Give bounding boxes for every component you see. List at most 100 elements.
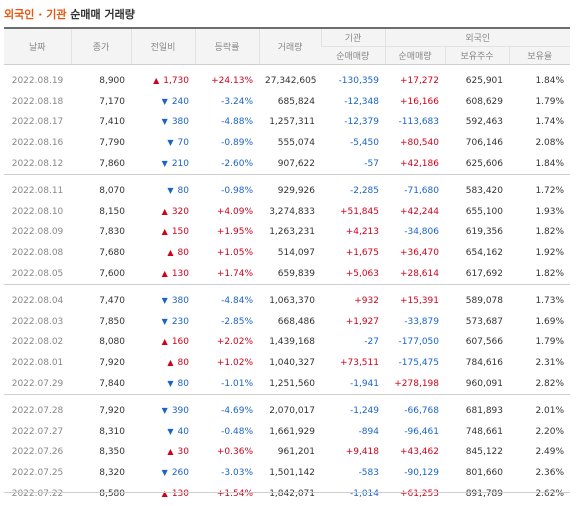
hold-ratio-cell: 2.20% (535, 426, 565, 437)
change-cell: ▲ 320 (131, 202, 195, 223)
change-value: 30 (177, 447, 189, 458)
close-cell: 7,790 (99, 138, 125, 149)
volume-cell: 1,501,142 (269, 467, 315, 478)
date-cell: 2022.08.04 (11, 296, 64, 307)
volume-cell: 1,263,231 (269, 227, 315, 238)
date-cell: 2022.07.29 (11, 378, 64, 389)
change-value: 130 (171, 488, 189, 499)
foreign-net-cell: +80,540 (399, 138, 439, 149)
inst-net-cell: -57 (364, 158, 379, 169)
foreign-net-cell: +17,272 (399, 76, 439, 87)
holdings-cell: 592,463 (465, 117, 503, 128)
triangle-up-icon: ▲ (161, 206, 168, 216)
change-value: 230 (171, 316, 189, 327)
separator-cell (4, 283, 571, 291)
hold-ratio-cell: 1.93% (535, 206, 565, 217)
hold-ratio-cell: 1.79% (535, 96, 565, 107)
rate-cell: -0.48% (221, 426, 253, 437)
header-foreigner: 외국인 (384, 27, 571, 47)
hold-ratio-cell: 2.62% (535, 488, 565, 499)
foreign-net-cell: -96,461 (404, 426, 439, 437)
change-value: 80 (177, 358, 189, 369)
table-row: 2022.08.02 8,080 ▲ 160 +2.02% 1,439,168 -27 -17… (4, 332, 570, 353)
inst-net-cell: -27 (364, 337, 379, 348)
triangle-down-icon: ▼ (167, 186, 174, 196)
holdings-cell: 625,901 (465, 76, 503, 87)
change-value: 40 (177, 426, 189, 437)
inst-net-cell: +73,511 (339, 358, 379, 369)
table-row: 2022.08.19 8,900 ▲ 1,730 +24.13% 27,342,605 -1… (4, 71, 570, 92)
rate-cell: -0.89% (221, 138, 253, 149)
hold-ratio-cell: 2.36% (535, 467, 565, 478)
change-value: 240 (171, 96, 189, 107)
close-cell: 7,600 (99, 268, 125, 279)
hold-ratio-cell: 1.74% (535, 117, 565, 128)
volume-cell: 668,486 (277, 316, 315, 327)
header-holdings: 보유주수 (444, 46, 509, 65)
holdings-cell: 960,091 (465, 378, 503, 389)
inst-net-cell: +4,213 (345, 227, 379, 238)
inst-net-cell: -583 (358, 467, 379, 478)
date-cell: 2022.08.03 (11, 316, 64, 327)
volume-cell: 27,342,605 (265, 76, 317, 87)
inst-net-cell: -5,450 (349, 138, 379, 149)
holdings-cell: 583,420 (465, 186, 503, 197)
header-inst-net: 순매매량 (321, 46, 385, 65)
holdings-cell: 801,660 (465, 467, 503, 478)
close-cell: 8,320 (99, 467, 125, 478)
volume-cell: 1,063,370 (269, 296, 315, 307)
triangle-up-icon: ▲ (161, 337, 168, 347)
inst-net-cell: -894 (358, 426, 379, 437)
volume-cell: 2,070,017 (269, 406, 315, 417)
separator-cell (4, 64, 571, 71)
hold-ratio-cell: 1.84% (535, 158, 565, 169)
group-separator (4, 174, 571, 181)
holdings-cell: 654,162 (465, 248, 503, 259)
header-foreign-net: 순매매량 (384, 46, 445, 65)
foreign-net-cell: +15,391 (399, 296, 439, 307)
change-value: 320 (171, 206, 189, 217)
volume-cell: 1,661,929 (269, 426, 315, 437)
date-cell: 2022.08.12 (11, 158, 64, 169)
holdings-cell: 681,893 (465, 406, 503, 417)
rate-cell: +1.02% (216, 358, 253, 369)
volume-cell: 1,040,327 (269, 358, 315, 369)
date-cell: 2022.08.08 (11, 248, 64, 259)
table-row: 2022.08.11 8,070 ▼ 80 -0.98% 929,926 -2,285 -71… (4, 181, 570, 202)
foreign-net-cell: +278,198 (394, 378, 439, 389)
change-cell: ▼ 390 (131, 401, 195, 422)
holdings-cell: 607,566 (465, 337, 503, 348)
table-row: 2022.07.27 8,310 ▼ 40 -0.48% 1,661,929 -894 -96… (4, 422, 570, 443)
date-cell: 2022.07.22 (11, 488, 64, 499)
date-cell: 2022.08.10 (11, 206, 64, 217)
rate-cell: +2.02% (216, 337, 253, 348)
change-cell: ▲ 160 (131, 332, 195, 353)
change-value: 380 (171, 296, 189, 307)
table-bottom-border (4, 492, 570, 493)
date-cell: 2022.08.02 (11, 337, 64, 348)
date-cell: 2022.08.18 (11, 96, 64, 107)
inst-net-cell: -2,285 (349, 186, 379, 197)
change-value: 260 (171, 467, 189, 478)
foreign-net-cell: +36,470 (399, 248, 439, 259)
change-cell: ▲ 130 (131, 263, 195, 284)
change-cell: ▼ 40 (131, 422, 195, 443)
rate-cell: -3.03% (221, 467, 253, 478)
volume-cell: 3,274,833 (269, 206, 315, 217)
table-row: 2022.07.25 8,320 ▼ 260 -3.03% 1,501,142 -583 -9… (4, 463, 570, 484)
hold-ratio-cell: 2.82% (535, 378, 565, 389)
change-value: 210 (171, 158, 189, 169)
triangle-up-icon: ▲ (161, 488, 168, 498)
change-value: 150 (171, 227, 189, 238)
triangle-up-icon: ▲ (167, 447, 174, 457)
inst-net-cell: +5,063 (345, 268, 379, 279)
triangle-down-icon: ▼ (161, 467, 168, 477)
triangle-up-icon: ▲ (161, 268, 168, 278)
hold-ratio-cell: 2.49% (535, 447, 565, 458)
foreign-net-cell: +43,462 (399, 447, 439, 458)
foreign-net-cell: -175,475 (398, 358, 439, 369)
table-row: 2022.08.09 7,830 ▲ 150 +1.95% 1,263,231 +4,213… (4, 222, 570, 243)
volume-cell: 907,622 (277, 158, 315, 169)
change-cell: ▼ 380 (131, 291, 195, 312)
close-cell: 7,410 (99, 117, 125, 128)
